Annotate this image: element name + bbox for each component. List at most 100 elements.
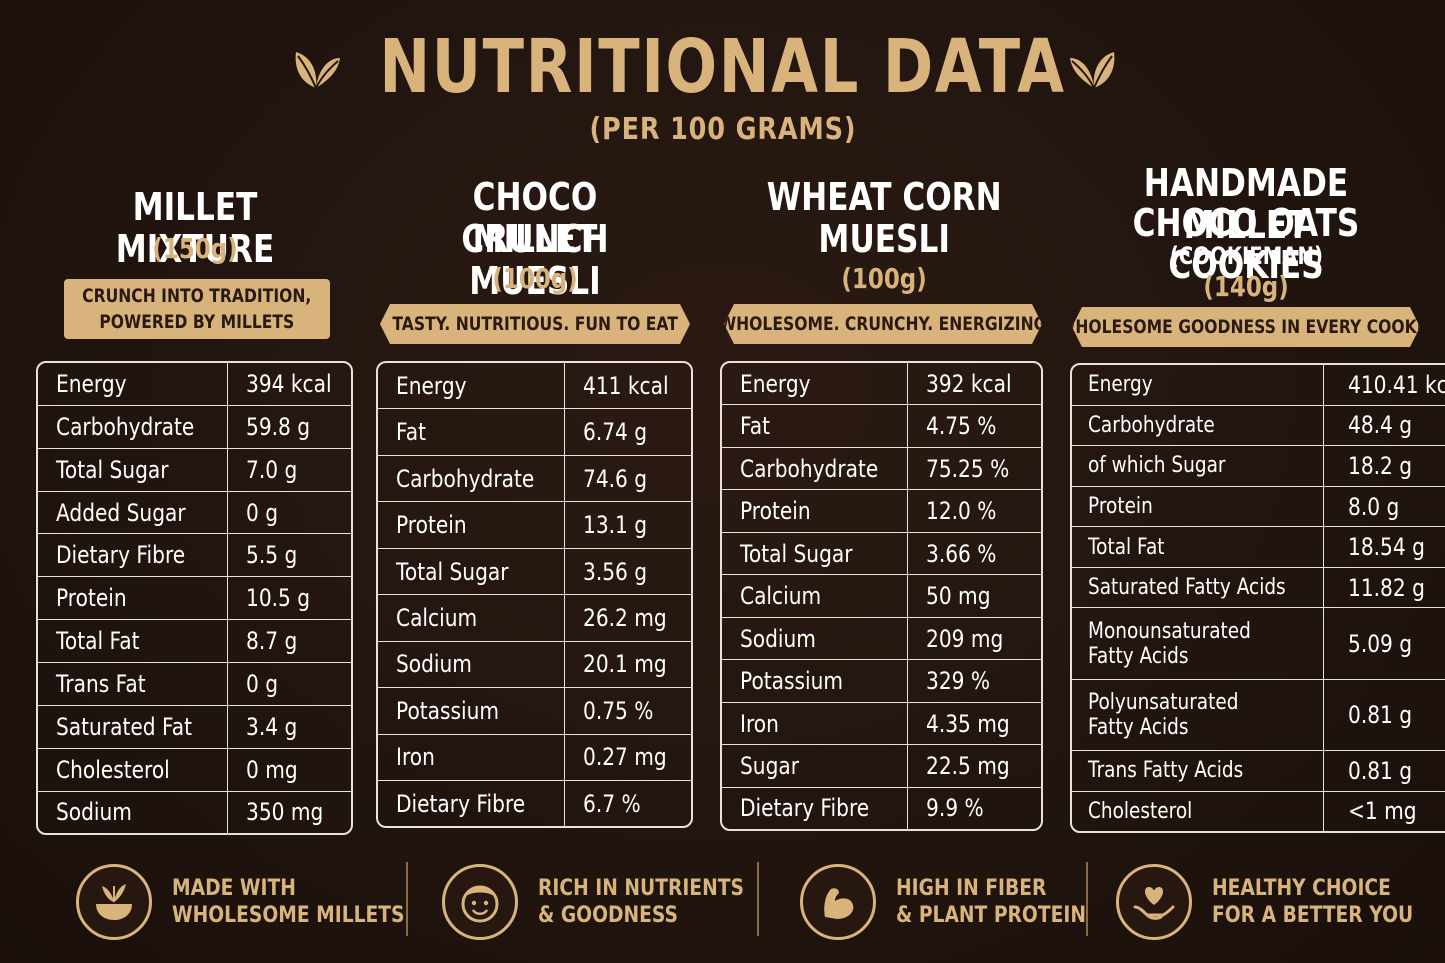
page-subtitle-text: (PER 100 GRAMS) xyxy=(589,112,856,147)
table-row: Total Sugar 3.66 % xyxy=(722,532,1041,576)
nutrient-value: 22.5 mg xyxy=(926,752,1010,781)
nutrient-name-cell: Protein xyxy=(38,577,228,621)
nutrient-name: of which Sugar xyxy=(1088,453,1226,479)
nutrient-value-cell: 410.41 kcal xyxy=(1324,365,1445,406)
nutrient-value-cell: 6.7 % xyxy=(565,781,691,826)
nutrient-name: Cholesterol xyxy=(1088,798,1193,824)
footer-line: RICH IN NUTRIENTS xyxy=(538,876,744,901)
table-row: Added Sugar 0 g xyxy=(38,491,351,535)
product-weight: (150g) xyxy=(38,232,352,265)
nutrient-name-cell: Protein xyxy=(1072,486,1325,528)
nutrient-value: 209 mg xyxy=(926,624,1004,653)
table-row: Cholesterol 0 mg xyxy=(38,748,351,792)
product-note-text: (COOKIEMAN) xyxy=(1169,242,1323,270)
nutrient-name-cell: Total Fat xyxy=(38,620,228,664)
nutrient-name: Protein xyxy=(56,584,127,613)
tagline-line: WHOLESOME GOODNESS IN EVERY COOKIE xyxy=(1058,316,1434,338)
nutrient-name: Trans Fatty Acids xyxy=(1088,758,1244,784)
nutrient-value: 13.1 g xyxy=(583,511,648,540)
nutrient-name: Carbohydrate xyxy=(56,412,195,441)
footer-feature-millets: MADE WITH WHOLESOME MILLETS xyxy=(76,860,446,944)
nutrient-value-cell: 5.5 g xyxy=(228,534,351,578)
nutrient-name: Sodium xyxy=(396,650,472,679)
product-name-line: MUESLI xyxy=(818,217,950,261)
millet-bowl-icon xyxy=(76,864,152,940)
nutrient-value: 9.9 % xyxy=(926,794,984,823)
footer-line: HIGH IN FIBER xyxy=(896,876,1047,901)
nutrient-value: 411 kcal xyxy=(583,371,669,400)
nutrient-value-cell: 6.74 g xyxy=(565,409,691,456)
nutrition-table-choco-millet-crunch-muesli: Energy 411 kcal Fat 6.74 g Carbohydrate 74.6 … xyxy=(376,361,693,828)
product-column-millet-mixture: MILLET MIXTURE (150g) CRUNCH INTO TRADIT… xyxy=(38,0,352,850)
heart-in-hand-icon xyxy=(1116,864,1192,940)
nutrient-value: 0.81 g xyxy=(1348,756,1413,785)
footer-divider xyxy=(1086,862,1088,936)
nutrient-value: 20.1 mg xyxy=(583,650,667,679)
nutrient-value: 18.54 g xyxy=(1348,533,1426,562)
nutrient-name-cell: Calcium xyxy=(378,595,565,642)
footer-feature-nutrients: RICH IN NUTRIENTS & GOODNESS xyxy=(442,860,780,944)
flexed-arm-icon xyxy=(800,864,876,940)
nutrient-name-cell: Total Sugar xyxy=(378,548,565,596)
product-name: CHOCO MILLET xyxy=(378,176,692,260)
nutrient-name-cell: Iron xyxy=(378,734,565,782)
table-row: Energy 411 kcal xyxy=(378,363,691,410)
nutrient-name-cell: of which Sugar xyxy=(1072,446,1325,487)
nutrient-name-cell: Iron xyxy=(722,702,908,746)
product-weight: (100g) xyxy=(378,262,692,295)
nutrient-name: Total Sugar xyxy=(740,539,853,568)
nutrient-name-cell: Dietary Fibre xyxy=(378,781,565,826)
nutrient-value-cell: 3.4 g xyxy=(228,706,351,749)
nutrient-name: Added Sugar xyxy=(56,498,186,527)
table-row: Iron 0.27 mg xyxy=(378,734,691,782)
nutrient-name: Total Sugar xyxy=(56,455,169,484)
table-row: Total Sugar 7.0 g xyxy=(38,448,351,492)
nutrient-name-cell: Saturated Fat xyxy=(38,705,228,749)
nutrient-value: 5.09 g xyxy=(1348,629,1413,658)
table-row: Total Fat 18.54 g xyxy=(1072,527,1445,568)
nutrient-name: Protein xyxy=(1088,494,1153,520)
nutrient-value-cell: 350 mg xyxy=(228,792,351,833)
nutrient-name: Dietary Fibre xyxy=(56,541,186,570)
table-row: Carbohydrate 48.4 g xyxy=(1072,405,1445,447)
table-row: Calcium 26.2 mg xyxy=(378,595,691,642)
nutrient-name-cell: Sodium xyxy=(722,617,908,661)
nutrient-name: Saturated Fatty Acids xyxy=(1088,575,1286,601)
nutrient-value: 59.8 g xyxy=(246,412,311,441)
nutrient-value: 5.5 g xyxy=(246,541,298,570)
nutrient-name-cell: Potassium xyxy=(722,660,908,703)
table-row: Protein 8.0 g xyxy=(1072,486,1445,528)
nutrient-value-cell: 5.09 g xyxy=(1324,608,1445,680)
footer-line: & GOODNESS xyxy=(538,903,679,928)
nutrient-name-cell: Protein xyxy=(722,490,908,533)
nutrient-name: Protein xyxy=(740,497,811,526)
nutrient-name-cell: Trans Fat xyxy=(38,663,228,706)
product-name: CRUNCH MUESLI xyxy=(378,218,692,302)
footer-feature-text: RICH IN NUTRIENTS & GOODNESS xyxy=(538,875,780,929)
nutrient-value: 0 mg xyxy=(246,755,298,784)
nutrient-value: 50 mg xyxy=(926,582,991,611)
nutrient-name: Energy xyxy=(56,369,127,398)
table-row: Sodium 350 mg xyxy=(38,791,351,833)
product-note: (COOKIEMAN) xyxy=(1070,242,1422,270)
nutrient-name-cell: Saturated Fatty Acids xyxy=(1072,567,1325,609)
nutrient-value-cell: 0.81 g xyxy=(1324,751,1445,792)
nutrient-value: 0.75 % xyxy=(583,696,654,725)
nutrient-name: Trans Fat xyxy=(56,669,146,698)
table-row: Protein 10.5 g xyxy=(38,577,351,621)
table-row: Iron 4.35 mg xyxy=(722,702,1041,746)
table-row: Sodium 209 mg xyxy=(722,617,1041,661)
table-row: Cholesterol <1 mg xyxy=(1072,791,1445,831)
nutrient-value-cell: 8.0 g xyxy=(1324,487,1445,528)
nutrient-name-cell: Carbohydrate xyxy=(1072,405,1325,447)
nutrient-name-cell: Carbohydrate xyxy=(38,405,228,449)
table-row: Carbohydrate 75.25 % xyxy=(722,447,1041,491)
nutrient-name-cell: Calcium xyxy=(722,575,908,618)
nutrient-name-cell: Potassium xyxy=(378,688,565,735)
footer-line: MADE WITH xyxy=(172,876,296,901)
nutrient-value-cell: 26.2 mg xyxy=(565,595,691,642)
product-column-choco-millet-crunch-muesli: CHOCO MILLET CRUNCH MUESLI (100g) TASTY.… xyxy=(378,0,692,850)
nutrition-table-millet-mixture: Energy 394 kcal Carbohydrate 59.8 g Total Su… xyxy=(36,361,353,835)
leaf-left-icon xyxy=(290,46,342,90)
table-row: Calcium 50 mg xyxy=(722,575,1041,618)
